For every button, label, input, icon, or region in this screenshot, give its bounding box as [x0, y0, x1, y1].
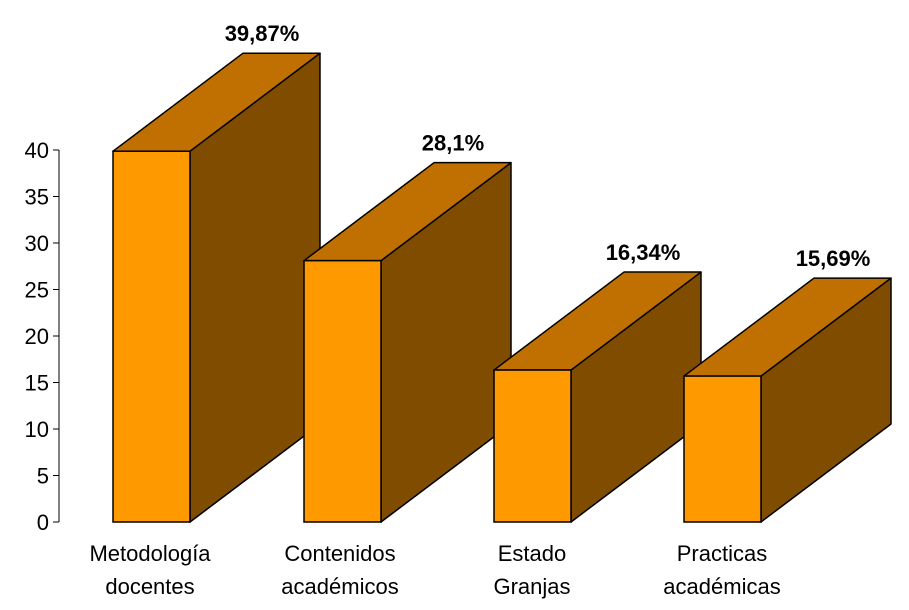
bars [112, 52, 892, 523]
y-tick-label: 15 [25, 371, 49, 396]
bar [493, 271, 702, 523]
y-tick-label: 40 [25, 138, 49, 163]
data-label: 16,34% [606, 240, 681, 265]
category-label: Granjas [493, 574, 570, 599]
bar-front-face [112, 150, 191, 523]
y-tick-label: 30 [25, 231, 49, 256]
category-label: Metodología [89, 541, 211, 566]
y-tick-label: 10 [25, 417, 49, 442]
bar-front-face [493, 369, 572, 523]
data-label: 28,1% [422, 131, 484, 156]
bar [303, 161, 512, 523]
bar [112, 52, 321, 523]
y-tick-label: 20 [25, 324, 49, 349]
y-tick-label: 0 [37, 510, 49, 535]
bar-front-face [683, 375, 762, 523]
category-label: docentes [105, 574, 194, 599]
labels: 39,87% Metodología docentes 28,1% Contenidos… [89, 21, 870, 599]
y-tick-label: 5 [37, 464, 49, 489]
data-label: 39,87% [225, 21, 300, 46]
category-label: académicos [281, 574, 398, 599]
bar [683, 277, 892, 523]
y-axis: 0 5 10 15 20 25 30 35 40 [25, 138, 60, 535]
category-label: Practicas [677, 541, 767, 566]
category-label: académicas [663, 574, 780, 599]
y-tick-label: 35 [25, 185, 49, 210]
data-label: 15,69% [796, 246, 871, 271]
category-label: Estado [498, 541, 567, 566]
y-tick-label: 25 [25, 278, 49, 303]
category-label: Contenidos [284, 541, 395, 566]
bar-front-face [303, 259, 382, 523]
